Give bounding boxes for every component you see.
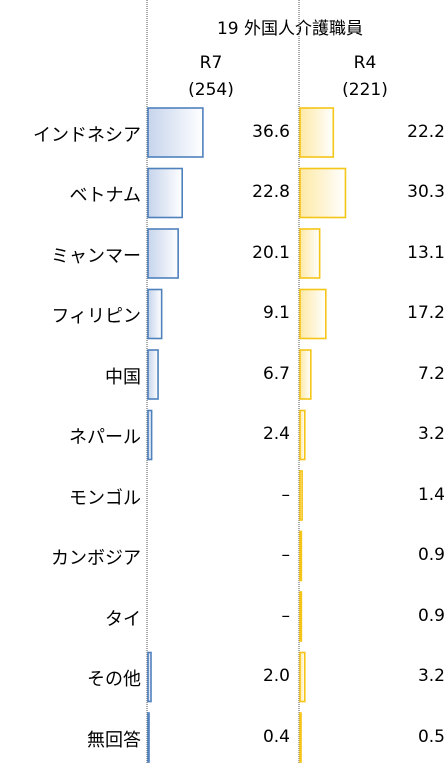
bar-r4 — [299, 530, 303, 582]
data-label-r7: 6.7 — [262, 363, 290, 384]
category-label: 無回答 — [87, 729, 141, 751]
category-label: ベトナム — [69, 185, 141, 206]
bar-r7 — [147, 409, 153, 461]
series-r4-label: R4 — [353, 53, 377, 73]
category-label: 中国 — [105, 366, 141, 388]
bar-r4 — [299, 228, 321, 279]
bar-r7 — [147, 228, 179, 279]
data-label-r7: 9.1 — [262, 303, 290, 323]
bar-r7 — [147, 107, 204, 158]
data-label-r4: 13.1 — [407, 242, 445, 263]
data-label-r4: 1.4 — [417, 484, 445, 505]
data-label-r7: – — [281, 605, 291, 626]
data-label-r7: 2.4 — [262, 424, 290, 444]
bar-r4 — [299, 651, 306, 703]
data-label-r7: 22.8 — [252, 182, 290, 202]
category-label: ネパール — [69, 427, 141, 448]
data-label-r4: 30.3 — [407, 182, 445, 202]
bar-r4 — [299, 167, 347, 219]
data-label-r4: 3.2 — [417, 666, 445, 686]
bar-r7 — [147, 712, 150, 763]
bar-r7 — [147, 651, 152, 703]
category-label: カンボジア — [51, 548, 141, 569]
series-r4-sample-size: (221) — [342, 80, 388, 100]
bar-r7 — [147, 349, 159, 400]
bar-r4 — [299, 409, 306, 461]
chart-title: 19 外国人介護職員 — [216, 19, 364, 39]
data-label-r7: – — [281, 484, 291, 505]
data-label-r4: 0.9 — [417, 605, 445, 626]
bar-r4 — [299, 712, 302, 763]
data-label-r4: 0.5 — [417, 726, 445, 747]
category-label: ミャンマー — [51, 245, 141, 267]
series-r7-label: R7 — [199, 53, 223, 73]
category-label: モンゴル — [69, 487, 141, 509]
data-label-r4: 22.2 — [407, 121, 445, 142]
data-label-r4: 7.2 — [417, 363, 445, 384]
data-label-r7: – — [281, 545, 291, 565]
category-label: タイ — [105, 608, 141, 630]
data-label-r7: 20.1 — [252, 242, 290, 263]
category-label: インドネシア — [33, 124, 141, 146]
bar-r7 — [147, 288, 163, 340]
bar-r4 — [299, 107, 335, 158]
bar-r4 — [299, 470, 303, 521]
bar-r7 — [147, 167, 184, 219]
bar-r4 — [299, 288, 327, 340]
data-label-r7: 0.4 — [262, 726, 290, 747]
data-label-r4: 3.2 — [417, 424, 445, 444]
series-r7-sample-size: (254) — [188, 80, 234, 100]
data-label-r4: 17.2 — [407, 303, 445, 323]
category-label: フィリピン — [51, 306, 141, 327]
data-label-r7: 36.6 — [252, 121, 290, 142]
data-label-r4: 0.9 — [417, 545, 445, 565]
bar-r4 — [299, 349, 312, 400]
category-label: その他 — [87, 669, 141, 690]
bar-r4 — [299, 591, 303, 642]
data-label-r7: 2.0 — [262, 666, 290, 686]
